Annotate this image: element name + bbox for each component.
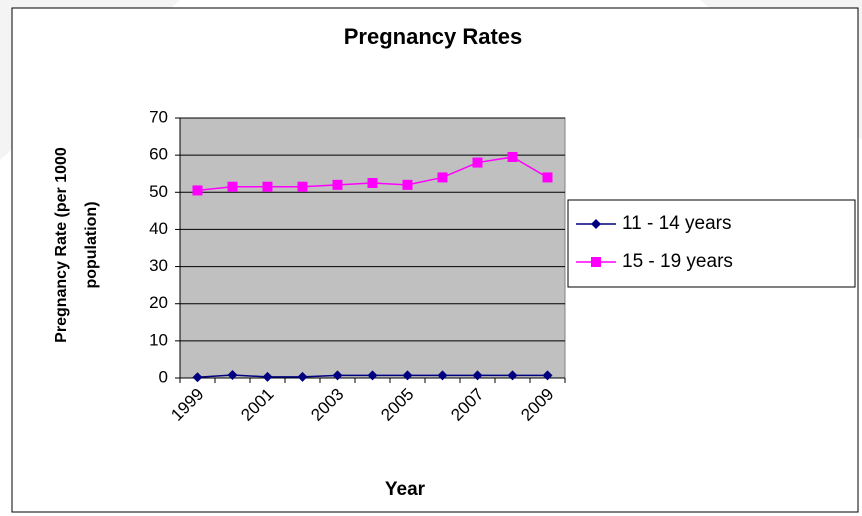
marker xyxy=(437,172,448,183)
y-tick-label: 50 xyxy=(149,182,168,201)
marker xyxy=(297,181,308,192)
marker xyxy=(332,370,343,381)
y-tick-label: 10 xyxy=(149,330,168,349)
marker xyxy=(507,370,518,381)
legend-label: 11 - 14 years xyxy=(622,213,731,234)
y-tick-label: 40 xyxy=(149,219,168,238)
marker xyxy=(332,179,343,190)
chart-title: Pregnancy Rates xyxy=(344,24,523,49)
y-tick-label: 30 xyxy=(149,256,168,275)
plot-area xyxy=(179,117,566,379)
marker xyxy=(192,185,203,196)
marker xyxy=(472,157,483,168)
y-tick-label: 0 xyxy=(159,367,168,386)
marker xyxy=(192,372,203,383)
y-axis-label: Pregnancy Rate (per 1000 xyxy=(53,147,70,343)
marker xyxy=(542,370,553,381)
y-tick-label: 20 xyxy=(149,293,168,312)
marker xyxy=(472,370,483,381)
marker xyxy=(542,172,553,183)
marker xyxy=(297,371,308,382)
marker xyxy=(367,178,378,188)
marker xyxy=(402,370,413,381)
y-tick-label: 70 xyxy=(149,107,168,126)
marker xyxy=(227,181,238,192)
marker xyxy=(367,370,378,381)
marker xyxy=(507,152,518,162)
legend xyxy=(567,199,856,288)
marker xyxy=(227,370,238,381)
marker xyxy=(591,219,601,229)
legend-label: 15 - 19 years xyxy=(622,251,733,272)
x-axis-label: Year xyxy=(385,479,426,500)
y-axis-label: population) xyxy=(83,201,100,288)
marker xyxy=(262,181,273,192)
marker xyxy=(262,371,273,382)
marker xyxy=(437,370,448,381)
marker xyxy=(402,179,413,190)
marker xyxy=(591,257,601,267)
y-tick-label: 60 xyxy=(149,145,168,164)
